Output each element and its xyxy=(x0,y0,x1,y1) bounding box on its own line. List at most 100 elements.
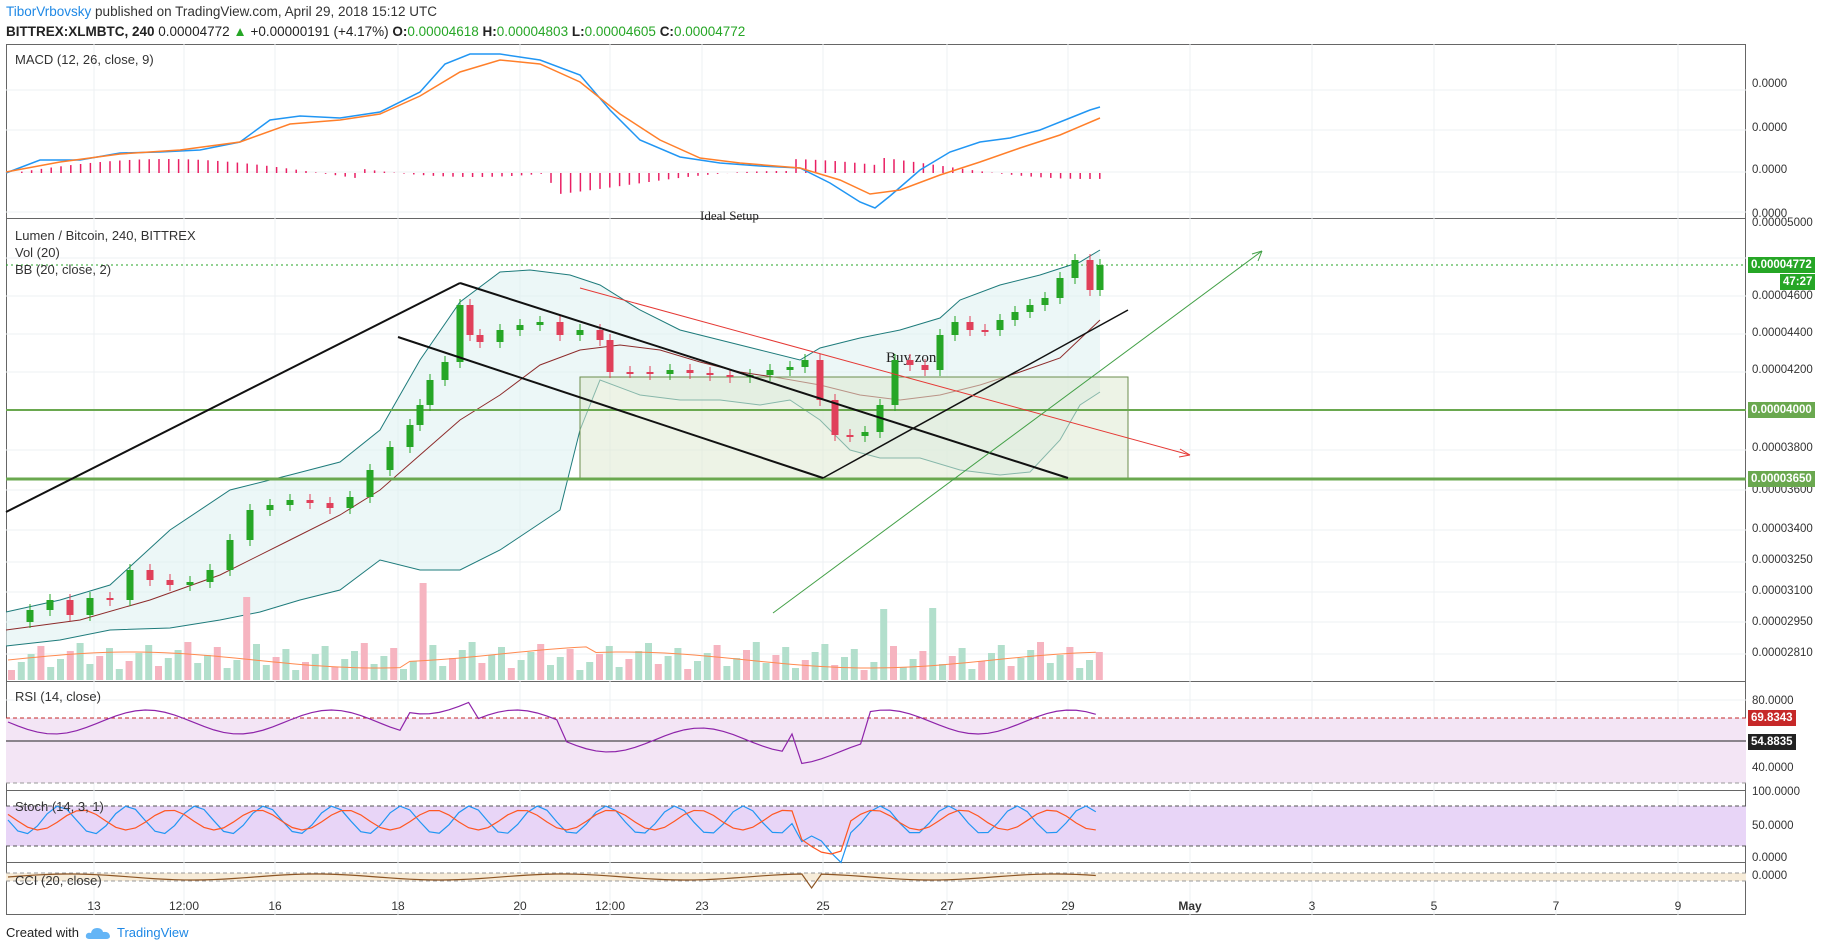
volume-bar xyxy=(1076,668,1084,680)
volume-bar xyxy=(262,665,270,680)
volume-ma-line xyxy=(7,646,1096,669)
candle-up xyxy=(536,322,544,325)
volume-bar xyxy=(880,609,888,680)
macd-legend[interactable]: MACD (12, 26, close, 9) xyxy=(15,52,154,67)
candle-up xyxy=(516,325,524,330)
volume-bar xyxy=(243,597,251,680)
volume-bar xyxy=(145,645,153,680)
candle-up xyxy=(426,380,434,405)
date-tick: 12:00 xyxy=(594,899,626,913)
volume-legend[interactable]: Vol (20) xyxy=(15,245,60,260)
buy-zone-label: Buy zone xyxy=(886,350,943,366)
volume-bar xyxy=(419,583,427,680)
up-arrow-icon: ▲ xyxy=(233,24,247,39)
volume-bar xyxy=(174,650,182,680)
level-tag-lower: 0.00003650 xyxy=(1748,471,1815,487)
candle-up xyxy=(416,405,424,425)
volume-bar xyxy=(17,662,25,680)
volume-bar xyxy=(547,665,554,680)
candle-up xyxy=(186,582,194,585)
volume-bar xyxy=(605,646,613,680)
candle-up xyxy=(936,335,944,370)
date-tick: 18 xyxy=(391,899,405,913)
macd-pane[interactable] xyxy=(6,44,1746,218)
date-tick: 16 xyxy=(268,899,282,913)
candle-down xyxy=(146,570,154,580)
candle-up xyxy=(996,320,1004,330)
volume-bar xyxy=(311,654,319,680)
price-tick: 0.00005000 xyxy=(1752,217,1813,229)
volume-bar xyxy=(743,650,750,680)
author-link[interactable]: TiborVrbovsky xyxy=(6,4,92,19)
candle-down xyxy=(106,598,114,600)
candle-up xyxy=(206,570,214,582)
price-tick: 0.00002950 xyxy=(1752,616,1813,628)
volume-bar xyxy=(733,658,741,680)
volume-bar xyxy=(694,661,701,680)
macd-tick: 0.0000 xyxy=(1752,122,1788,134)
low-value: 0.00004605 xyxy=(584,24,656,39)
volume-bar xyxy=(115,669,123,680)
volume-bar xyxy=(919,651,927,680)
stoch-d-line xyxy=(7,809,1096,855)
volume-bar xyxy=(978,661,986,680)
volume-bar xyxy=(645,643,652,680)
volume-bar xyxy=(576,670,584,680)
close-label: C: xyxy=(659,24,674,39)
symbol-label[interactable]: BITTREX:XLMBTC, 240 xyxy=(6,24,155,39)
volume-bar xyxy=(360,643,368,680)
volume-bar xyxy=(458,650,466,680)
rsi-band xyxy=(6,718,1746,783)
stoch-legend[interactable]: Stoch (14, 3, 1) xyxy=(15,799,104,814)
last-price-tag: 0.00004772 xyxy=(1748,257,1815,273)
stoch-tick: 50.0000 xyxy=(1752,820,1794,832)
candle-down xyxy=(921,365,929,370)
low-label: L: xyxy=(571,24,585,39)
price-legend-title[interactable]: Lumen / Bitcoin, 240, BITTREX xyxy=(15,228,196,243)
rsi-line xyxy=(7,701,1096,765)
candle-up xyxy=(346,497,354,508)
candle-up xyxy=(46,600,54,610)
candle-down xyxy=(66,600,74,615)
candle-up xyxy=(496,330,504,342)
volume-bar xyxy=(37,646,45,680)
projection-arrow-line xyxy=(772,250,1263,614)
volume-bar xyxy=(488,655,496,680)
tradingview-link[interactable]: TradingView xyxy=(116,925,189,940)
open-label: O: xyxy=(392,24,408,39)
volume-bar xyxy=(409,661,417,680)
date-tick: 29 xyxy=(1061,899,1075,913)
candle-up xyxy=(1026,305,1034,312)
volume-bar xyxy=(625,659,633,680)
candle-up xyxy=(126,570,134,600)
bb-legend[interactable]: BB (20, close, 2) xyxy=(15,262,112,277)
volume-bar xyxy=(282,649,290,680)
volume-bar xyxy=(899,667,907,680)
volume-bar xyxy=(164,658,172,680)
cci-legend[interactable]: CCI (20, close) xyxy=(15,873,102,888)
volume-bar xyxy=(997,645,1005,680)
candle-down xyxy=(166,580,174,585)
candle-down xyxy=(476,335,484,342)
candle-up xyxy=(1071,260,1079,278)
candle-down xyxy=(706,373,714,375)
volume-bar xyxy=(556,657,564,680)
candle-up xyxy=(801,360,809,367)
candle-up xyxy=(786,367,794,370)
volume-bar xyxy=(400,669,407,680)
volume-bar xyxy=(331,667,339,680)
volume-bar xyxy=(723,666,731,680)
volume-bar xyxy=(1007,666,1015,680)
uptrend-line xyxy=(822,309,1129,479)
candle-down xyxy=(966,322,974,330)
volume-bar xyxy=(498,647,505,680)
cci-pane[interactable] xyxy=(6,862,1746,915)
candle-down xyxy=(686,370,694,373)
rsi-legend[interactable]: RSI (14, close) xyxy=(15,689,101,704)
volume-bar xyxy=(8,670,15,680)
projection-arrow-head xyxy=(1251,250,1263,262)
volume-bar xyxy=(478,663,486,680)
volume-bar xyxy=(939,664,946,680)
candle-up xyxy=(1096,265,1104,290)
